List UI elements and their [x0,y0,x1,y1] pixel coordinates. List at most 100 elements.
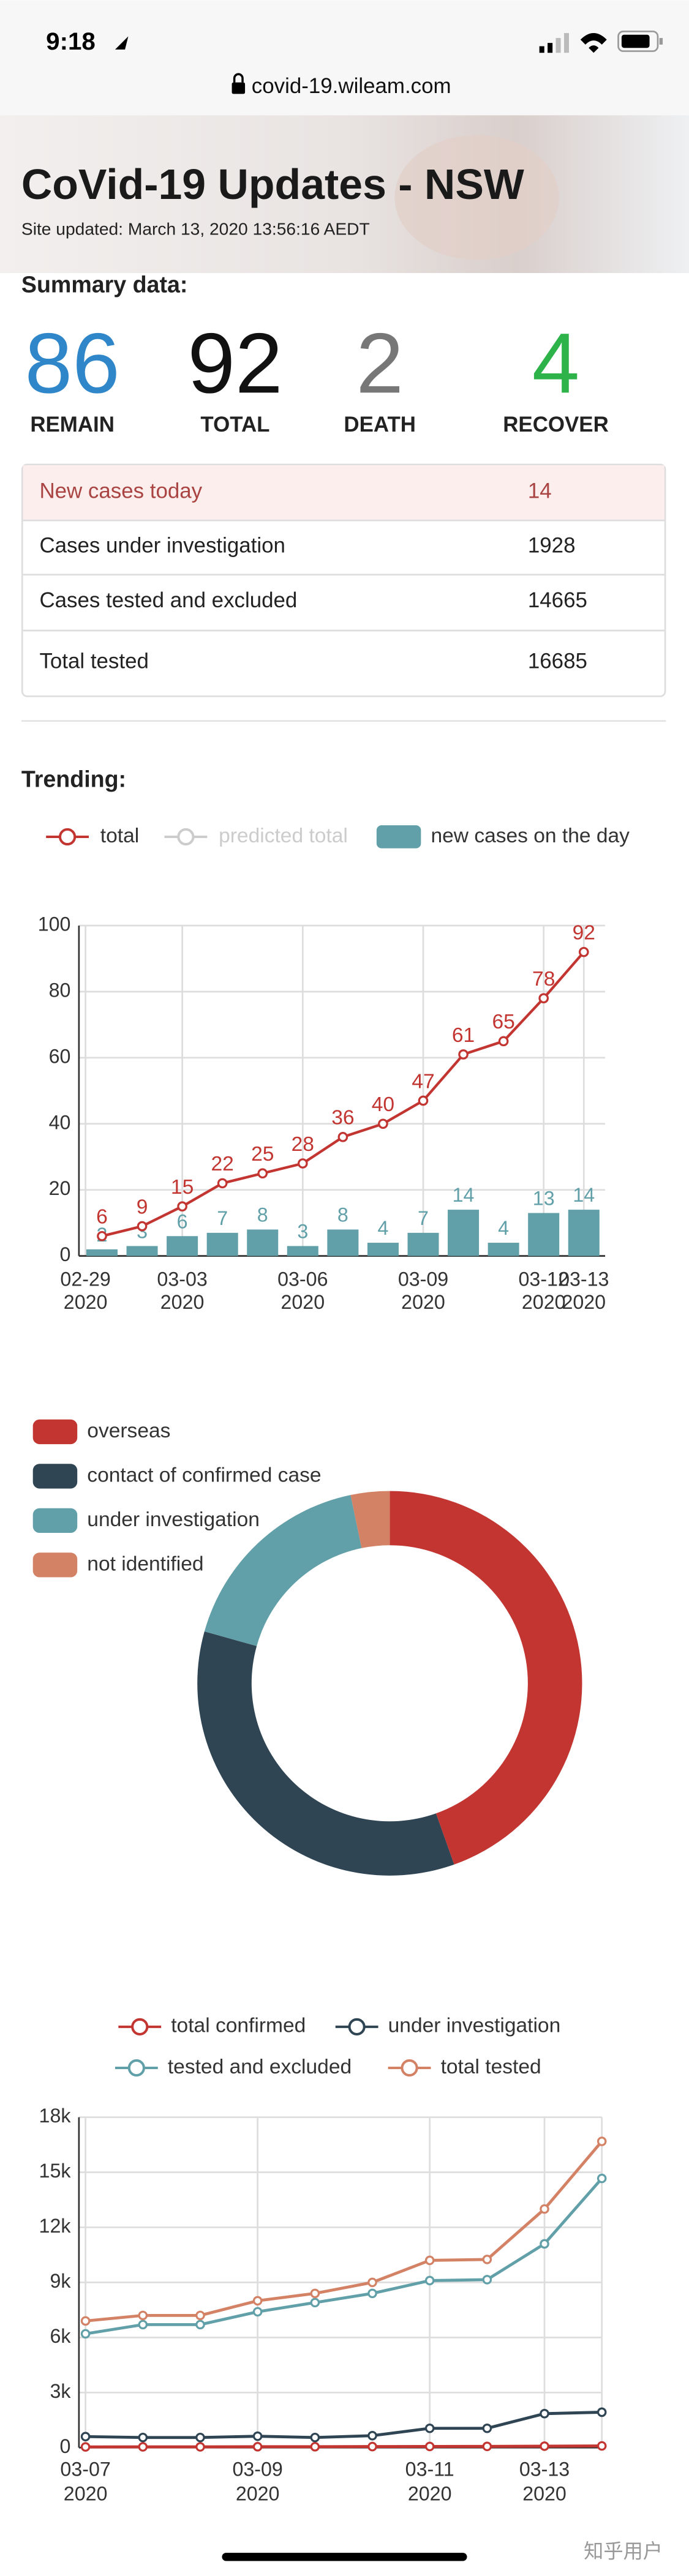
point [217,1178,228,1189]
point [578,946,589,957]
point-label: 78 [532,968,555,990]
cell-value: 1928 [528,533,576,557]
bar [206,1232,238,1256]
updated-time: Site updated: March 13, 2020 13:56:16 AE… [21,219,370,239]
bar [86,1249,118,1256]
point [310,2442,320,2452]
summary-label: TOTAL [200,413,269,436]
y-tick-label: 60 [49,1045,71,1067]
legend-swatch [32,1552,78,1578]
point [310,2432,320,2443]
bar [528,1213,560,1256]
point [424,2441,435,2452]
signal-icon [539,33,569,53]
legend-label: new cases on the day [431,825,630,847]
legend-marker [131,2018,149,2035]
legend-label: under investigation [87,1508,260,1531]
point-label: 65 [492,1011,514,1033]
point-label: 47 [412,1070,434,1093]
cell-label: New cases today [39,479,202,503]
cell-value: 14 [528,479,552,503]
summary-value: 2 [356,315,404,411]
bar [488,1243,519,1256]
point [80,2432,91,2442]
point [195,2442,205,2452]
line [85,2411,602,2439]
point [458,1049,469,1060]
point [482,2423,492,2433]
point [138,2442,148,2452]
point [252,2307,263,2317]
summary-label: REMAIN [30,413,115,436]
x-tick-year: 2020 [522,1291,566,1313]
summary-label: RECOVER [503,413,609,436]
donut-slice [197,1631,454,1876]
bar-label: 7 [217,1207,228,1229]
bar-label: 8 [337,1204,348,1226]
legend-swatch [32,1464,78,1489]
legend-marker [348,2018,366,2035]
point [367,2441,377,2452]
x-tick-label: 03-03 [157,1268,207,1290]
legend-marker [177,828,195,846]
bar [167,1236,198,1256]
x-tick-label: 03-12 [519,1268,569,1290]
x-tick-label: 03-06 [277,1268,328,1290]
x-tick-label: 03-13 [519,2458,570,2480]
point [378,1118,388,1129]
summary-label: DEATH [344,413,416,436]
y-tick-label: 15k [39,2160,72,2182]
legend-label: not identified [87,1552,203,1575]
battery-icon [617,31,663,52]
point-label: 28 [292,1133,314,1156]
wifi-icon [580,33,607,53]
point [195,2310,205,2321]
point [257,1168,268,1179]
point [418,1095,429,1106]
cell-label: Total tested [39,650,148,673]
point-label: 6 [96,1206,108,1229]
point [540,2204,549,2214]
bar-label: 13 [533,1188,555,1210]
line [85,2177,603,2335]
x-tick-year: 2020 [64,1291,108,1313]
y-tick-label: 100 [38,913,71,935]
summary-value: 92 [187,315,282,411]
summary-heading: Summary data: [21,271,188,297]
line [85,2140,603,2323]
header-image [0,115,689,274]
y-tick-label: 18k [39,2105,72,2127]
point [138,2320,148,2330]
page-title: CoVid-19 Updates - NSW [21,160,524,208]
point-label: 36 [331,1107,354,1129]
x-tick-label: 03-13 [559,1268,609,1290]
point [252,2431,263,2441]
location-icon [115,36,129,50]
url[interactable]: covid-19.wileam.com [252,74,451,98]
x-tick-year: 2020 [280,1291,325,1313]
point [538,993,549,1004]
y-tick-label: 0 [60,2435,71,2457]
x-tick-label: 03-09 [232,2458,282,2480]
browser-chrome [0,0,689,116]
table-border [21,463,666,697]
cell-label: Cases under investigation [39,533,285,557]
y-tick-label: 20 [49,1177,71,1199]
bar-label: 14 [573,1184,595,1206]
donut-slice [390,1491,582,1865]
point [138,2432,148,2443]
point-label: 9 [137,1196,148,1218]
legend-label: under investigation [388,2015,561,2037]
bar-label: 14 [453,1184,475,1206]
y-tick-label: 6k [50,2325,71,2347]
line [85,2444,602,2449]
y-tick-label: 3k [50,2380,71,2402]
summary-value: 86 [24,315,119,411]
bar-label: 4 [498,1217,509,1239]
legend-label: contact of confirmed case [87,1464,321,1486]
legend-marker [127,2059,145,2077]
x-tick-year: 2020 [160,1291,205,1313]
legend-label: tested and excluded [168,2056,352,2078]
y-tick-label: 0 [60,1243,71,1265]
